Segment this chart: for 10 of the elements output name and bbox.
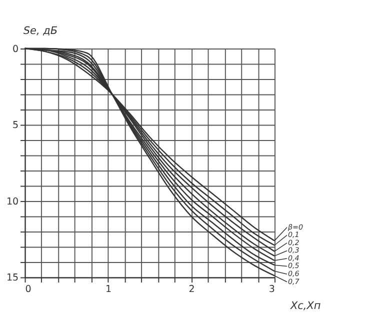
y-tick-label: 15 [6, 272, 19, 284]
x-tick-label: 0 [25, 284, 32, 296]
y-tick-label: 5 [12, 120, 19, 132]
y-tick-label: 0 [12, 44, 19, 55]
y-axis-title: Se, дБ [23, 24, 58, 37]
y-tick-label: 10 [6, 196, 19, 208]
x-tick-label: 1 [105, 284, 112, 296]
x-tick-label: 2 [188, 284, 195, 296]
x-tick-label: 3 [268, 284, 275, 296]
x-axis-title: Xc,Xп [289, 300, 321, 312]
